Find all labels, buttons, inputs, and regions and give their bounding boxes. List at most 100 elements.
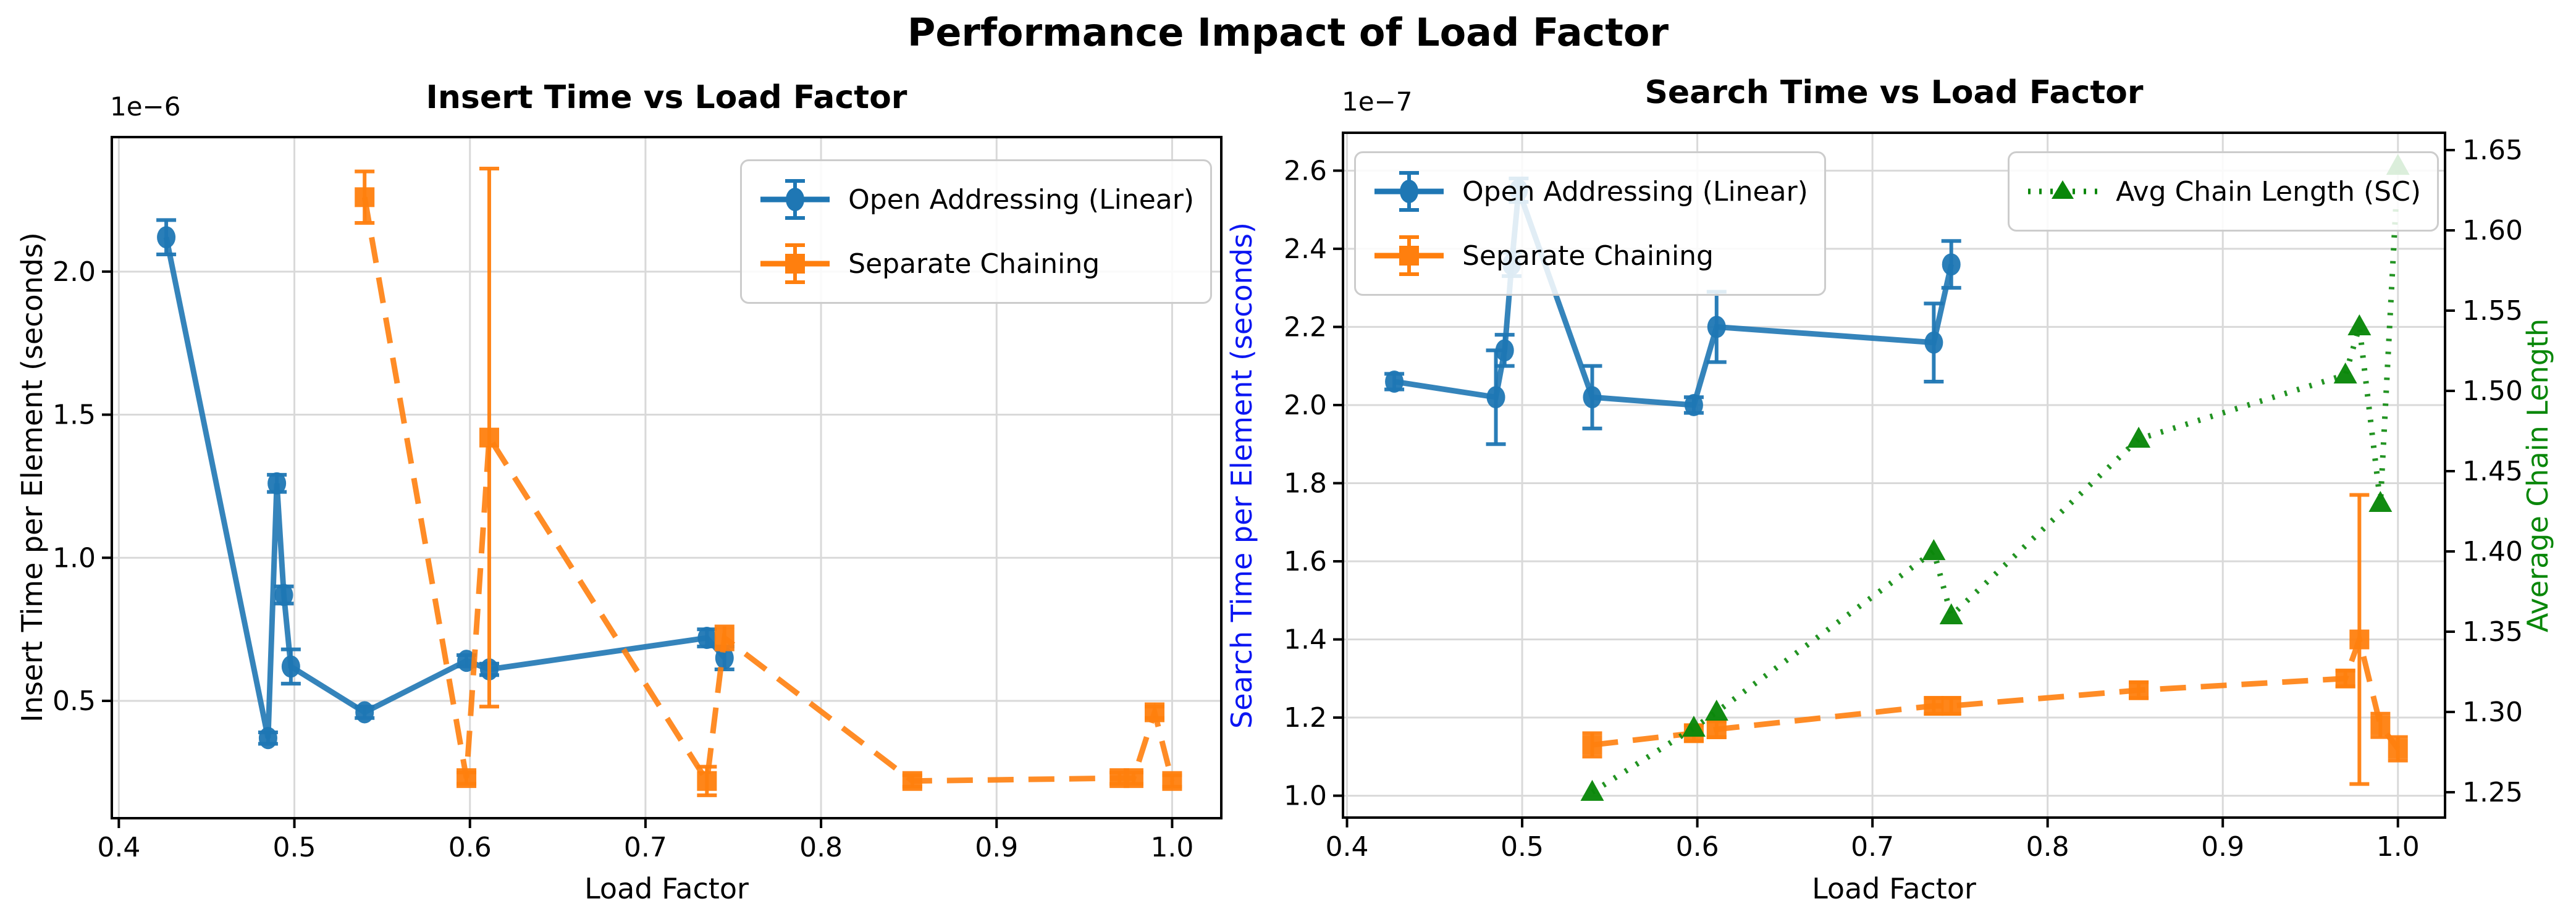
- legend-item-open-addressing: Open Addressing (Linear): [758, 170, 1194, 229]
- dotted-triangle-marker-icon: [2028, 180, 2098, 199]
- oa_search-point: [1942, 253, 1961, 276]
- errorbar-circle-marker-icon: [1374, 171, 1444, 212]
- y2-tick-label: 1.40: [2462, 536, 2523, 567]
- sc_insert-point: [697, 771, 717, 791]
- y2-tick-label: 1.65: [2462, 135, 2523, 166]
- errorbar-square-marker-icon: [1374, 235, 1444, 276]
- y2-tick-label: 1.50: [2462, 375, 2523, 407]
- legend-label: Avg Chain Length (SC): [2116, 175, 2421, 207]
- y-tick-label: 1.0: [53, 542, 96, 574]
- x-tick-label: 0.7: [1851, 831, 1894, 863]
- sc_search-point: [1924, 696, 1944, 716]
- oa_search-point: [1495, 339, 1514, 362]
- y-tick-label: 1.5: [53, 400, 96, 431]
- y-tick-label: 1.4: [1284, 624, 1327, 656]
- insert-offset-label: 1e−6: [110, 91, 181, 122]
- insert-xlabel: Load Factor: [584, 872, 749, 905]
- legend-item-open-addressing: Open Addressing (Linear): [1372, 162, 1808, 221]
- oa_insert-point: [355, 701, 374, 724]
- search-chart-title: Search Time vs Load Factor: [1644, 74, 2144, 111]
- oa_insert-point: [258, 727, 277, 750]
- oa_search-point: [1707, 316, 1726, 338]
- y2-tick-label: 1.35: [2462, 616, 2523, 648]
- legend-label: Separate Chaining: [1462, 240, 1714, 272]
- y-tick-label: 2.2: [1284, 311, 1327, 343]
- sc_search-point: [2388, 739, 2408, 759]
- y-tick-label: 2.0: [1284, 390, 1327, 421]
- chain_length-point: [2333, 362, 2357, 384]
- chain_length-point: [2127, 427, 2151, 448]
- errorbar-square-marker-icon: [760, 243, 830, 284]
- insert-ylabel: Insert Time per Element (seconds): [15, 232, 49, 722]
- sc_insert-point: [355, 187, 375, 207]
- y2-tick-label: 1.25: [2462, 777, 2523, 808]
- chain-length-legend: Avg Chain Length (SC): [2008, 151, 2439, 232]
- oa_insert-line: [163, 237, 727, 739]
- oa_insert-point: [157, 226, 176, 249]
- legend-label: Open Addressing (Linear): [848, 183, 1194, 216]
- chain_length-point: [1939, 603, 1963, 624]
- legend-item-separate-chaining: Separate Chaining: [758, 234, 1194, 293]
- sc_insert-point: [714, 628, 734, 648]
- search-legend: Open Addressing (Linear) Separate Chaini…: [1354, 151, 1826, 296]
- y2-tick-label: 1.60: [2462, 215, 2523, 246]
- sc_insert-point: [1123, 768, 1143, 789]
- x-tick-label: 0.4: [97, 832, 140, 863]
- x-tick-label: 0.8: [2026, 831, 2069, 863]
- chain_length-point: [1704, 699, 1728, 721]
- oa_search-point: [1385, 370, 1404, 393]
- sc_search-point: [1706, 719, 1727, 740]
- chain_length-point: [1922, 538, 1946, 560]
- plot-border: [1342, 132, 2446, 819]
- y-tick-label: 2.6: [1284, 155, 1327, 186]
- oa_search-point: [1486, 386, 1505, 409]
- x-tick-label: 0.9: [2201, 831, 2244, 863]
- sc_search-point: [2349, 629, 2370, 650]
- sc_insert-point: [902, 771, 922, 791]
- x-tick-label: 1.0: [1150, 832, 1193, 863]
- x-tick-label: 0.5: [1501, 831, 1544, 863]
- oa_insert-point: [457, 650, 476, 672]
- y2-tick-label: 1.45: [2462, 456, 2523, 487]
- plot-border: [111, 136, 1223, 819]
- x-tick-label: 0.5: [273, 832, 316, 863]
- sc_search-point: [1582, 735, 1602, 755]
- x-tick-label: 1.0: [2376, 831, 2420, 863]
- y-tick-label: 1.2: [1284, 702, 1327, 734]
- oa_insert-point: [274, 584, 293, 606]
- chain-length-ylabel: Average Chain Length: [2521, 318, 2554, 633]
- sc_search-point: [2335, 668, 2355, 689]
- search-ylabel: Search Time per Element (seconds): [1225, 222, 1258, 729]
- y2-tick-label: 1.55: [2462, 295, 2523, 327]
- x-tick-label: 0.7: [624, 832, 667, 863]
- oa_insert-point: [267, 472, 287, 495]
- oa_insert-point: [715, 647, 734, 669]
- insert-legend: Open Addressing (Linear) Separate Chaini…: [740, 159, 1212, 304]
- y-tick-label: 1.8: [1284, 467, 1327, 499]
- chain_length-point: [1580, 779, 1604, 801]
- chain_length-point: [1682, 715, 1706, 737]
- chain_length-point: [2368, 490, 2393, 512]
- sc_search-line: [1591, 629, 2401, 751]
- legend-item-separate-chaining: Separate Chaining: [1372, 226, 1808, 285]
- oa_search-point: [1583, 386, 1602, 409]
- x-tick-label: 0.8: [799, 832, 843, 863]
- y-tick-label: 2.4: [1284, 233, 1327, 265]
- sc_insert-point: [457, 768, 477, 789]
- chain_length-point: [2347, 314, 2372, 336]
- x-tick-label: 0.4: [1326, 831, 1369, 863]
- sc_insert-line: [361, 196, 1175, 789]
- x-tick-label: 0.6: [448, 832, 492, 863]
- y-tick-label: 2.0: [53, 256, 96, 288]
- errorbar-circle-marker-icon: [760, 179, 830, 220]
- y-tick-label: 1.6: [1284, 546, 1327, 577]
- search-xlabel: Load Factor: [1812, 872, 1976, 905]
- sc_search-point: [1941, 696, 1961, 716]
- x-tick-label: 0.6: [1676, 831, 1719, 863]
- x-tick-label: 0.9: [975, 832, 1018, 863]
- sc_insert-point: [479, 427, 499, 448]
- y-tick-label: 1.0: [1284, 781, 1327, 812]
- oa_search-point: [1924, 331, 1943, 354]
